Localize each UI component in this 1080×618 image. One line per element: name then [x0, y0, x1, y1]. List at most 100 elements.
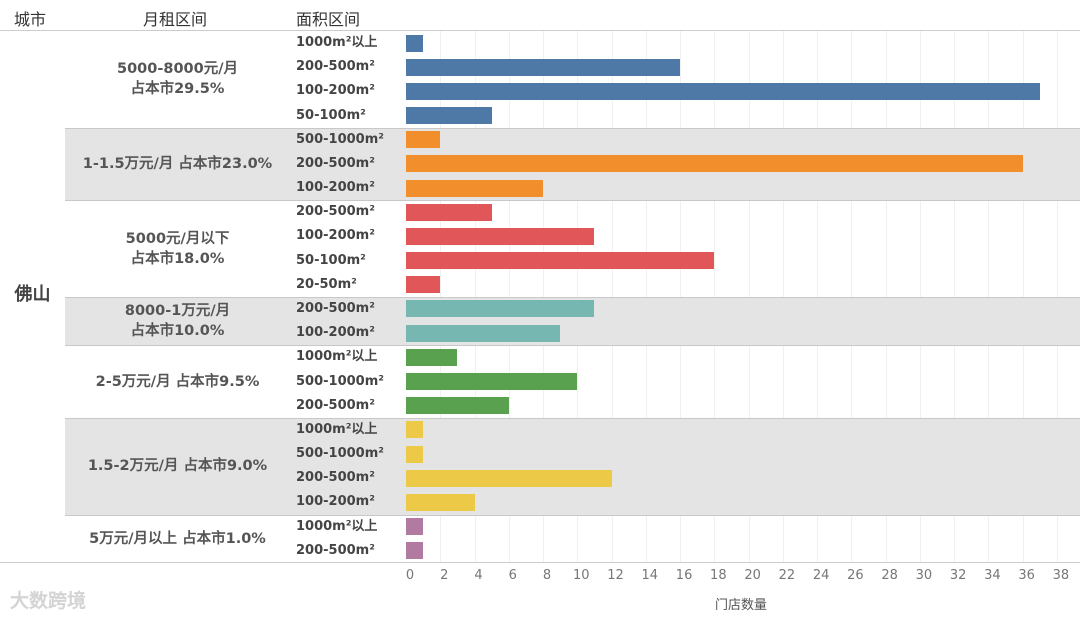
rent-group-label: 5万元/月以上 占本市1.0%: [89, 530, 266, 547]
bar: [406, 445, 424, 463]
x-tick-label: 12: [607, 568, 624, 583]
bar: [406, 421, 424, 439]
gridline: [919, 30, 921, 562]
gridline: [611, 30, 613, 562]
bar: [406, 469, 612, 487]
bar: [406, 155, 1023, 173]
x-tick-label: 30: [915, 568, 933, 583]
area-label: 500-1000m²: [296, 373, 384, 389]
bar: [406, 179, 544, 197]
gridline: [851, 30, 853, 562]
city-label: 佛山: [14, 284, 51, 305]
area-label: 20-50m²: [296, 276, 357, 292]
group-divider: [65, 514, 1080, 516]
area-label: 200-500m²: [296, 155, 375, 171]
gridline: [440, 30, 442, 562]
bar: [406, 300, 595, 318]
area-label: 1000m²以上: [296, 518, 378, 534]
area-label: 200-500m²: [296, 59, 375, 75]
gridline: [885, 30, 887, 562]
header-rent: 月租区间: [143, 10, 208, 29]
x-tick-label: 16: [675, 568, 693, 583]
area-label: 200-500m²: [296, 542, 375, 558]
bar: [406, 493, 475, 511]
bar: [406, 542, 424, 560]
bar: [406, 518, 424, 536]
area-label: 200-500m²: [296, 300, 375, 316]
area-label: 1000m²以上: [296, 35, 378, 50]
gridline: [645, 30, 647, 562]
rent-group-label: 1.5-2万元/月 占本市9.0%: [87, 458, 268, 475]
header-divider: [0, 30, 1080, 31]
x-axis-title: 门店数量: [715, 598, 768, 613]
bar: [406, 324, 561, 342]
header-city: 城市: [14, 10, 47, 29]
x-tick-label: 26: [847, 568, 864, 583]
area-label: 1000m²以上: [296, 349, 378, 365]
x-tick-label: 10: [573, 568, 590, 583]
bar: [406, 203, 492, 221]
area-label: 50-100m²: [296, 252, 366, 268]
group-divider: [65, 296, 1080, 298]
gridline: [474, 30, 476, 562]
bottom-divider: [0, 562, 1080, 563]
bar: [406, 82, 1040, 100]
bar: [406, 58, 681, 76]
gridline: [1022, 30, 1024, 562]
rent-group-label: 8000-1万元/月 占本市10.0%: [124, 303, 231, 340]
gridline: [817, 30, 819, 562]
rent-group-label: 2-5万元/月 占本市9.5%: [95, 373, 260, 390]
bar: [406, 276, 441, 294]
x-tick-label: 0: [405, 568, 415, 583]
rent-group-label: 5000元/月以下 占本市18.0%: [125, 230, 230, 267]
gridline: [680, 30, 682, 562]
rent-group-label: 5000-8000元/月 占本市29.5%: [116, 61, 239, 98]
watermark: 大数跨境: [10, 590, 87, 612]
gridline: [577, 30, 579, 562]
group-divider: [65, 127, 1080, 129]
gridline: [954, 30, 956, 562]
x-tick-label: 32: [949, 568, 967, 583]
bar: [406, 131, 441, 149]
area-label: 100-200m²: [296, 494, 375, 510]
gridline: [988, 30, 990, 562]
bar: [406, 348, 458, 366]
area-label: 200-500m²: [296, 470, 375, 486]
x-tick-label: 24: [812, 568, 830, 583]
area-label: 100-200m²: [296, 325, 375, 341]
area-label: 100-200m²: [296, 180, 375, 196]
area-label: 500-1000m²: [296, 131, 384, 147]
bar: [406, 397, 509, 415]
x-tick-label: 38: [1052, 568, 1070, 583]
header-area: 面积区间: [296, 10, 361, 29]
x-tick-label: 4: [474, 568, 483, 583]
gridline: [1056, 30, 1058, 562]
bar: [406, 373, 578, 391]
bar: [406, 34, 424, 52]
area-label: 1000m²以上: [296, 421, 378, 437]
x-tick-label: 22: [778, 568, 796, 583]
gridline: [748, 30, 750, 562]
x-tick-label: 36: [1018, 568, 1035, 583]
group-divider: [65, 417, 1080, 419]
area-label: 500-1000m²: [296, 446, 384, 462]
x-tick-label: 34: [984, 568, 1001, 583]
area-label: 100-200m²: [296, 228, 375, 244]
x-tick-label: 6: [508, 568, 517, 583]
gridline: [782, 30, 784, 562]
bar: [406, 107, 492, 125]
area-label: 100-200m²: [296, 83, 375, 99]
x-tick-label: 8: [542, 568, 552, 583]
area-label: 200-500m²: [296, 397, 375, 413]
group-divider: [65, 200, 1080, 202]
area-label: 50-100m²: [296, 107, 366, 123]
x-tick-label: 28: [881, 568, 898, 583]
gridline: [508, 30, 510, 562]
x-tick-label: 2: [440, 568, 449, 583]
x-tick-label: 18: [710, 568, 727, 583]
gridline: [714, 30, 716, 562]
x-tick-label: 20: [744, 568, 761, 583]
gridline: [543, 30, 545, 562]
group-band: [65, 417, 1080, 515]
